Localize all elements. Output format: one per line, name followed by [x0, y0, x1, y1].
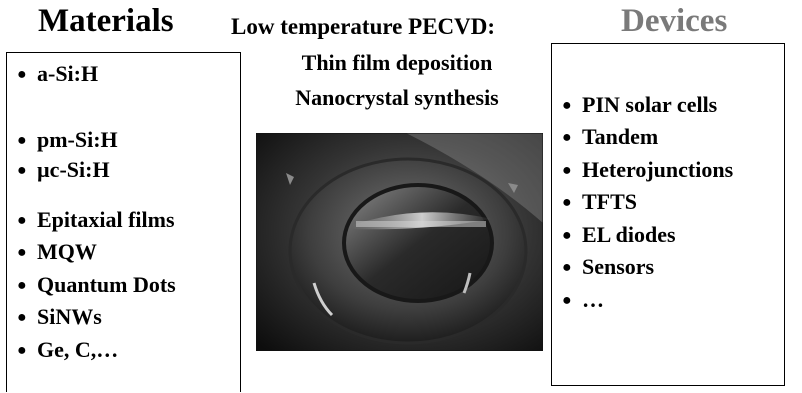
list-item: ● a-Si:H	[17, 60, 98, 89]
materials-box: ● a-Si:H ● pm-Si:H ● µc-Si:H ● Epitaxial fil…	[6, 52, 241, 392]
list-item: ● Epitaxial films	[17, 206, 175, 235]
bullet-icon: ●	[562, 259, 572, 276]
bullet-icon: ●	[17, 309, 27, 326]
bullet-icon: ●	[562, 227, 572, 244]
bullet-icon: ●	[562, 97, 572, 114]
list-item: ● MQW	[17, 238, 97, 267]
nanocrystal-synthesis-label: Nanocrystal synthesis	[295, 85, 499, 110]
pecvd-reactor-photo	[256, 133, 543, 351]
devices-box: ● PIN solar cells ● Tandem ● Heterojunction…	[551, 43, 785, 386]
pecvd-heading: Low temperature PECVD:	[231, 14, 496, 39]
bullet-icon: ●	[562, 194, 572, 211]
devices-heading: Devices	[621, 3, 728, 39]
bullet-icon: ●	[17, 212, 27, 229]
bullet-icon: ●	[17, 66, 27, 83]
list-item: ● pm-Si:H	[17, 126, 118, 155]
list-item: ● Tandem	[562, 123, 658, 152]
bullet-icon: ●	[17, 244, 27, 261]
bullet-icon: ●	[17, 277, 27, 294]
bullet-icon: ●	[562, 162, 572, 179]
list-item: ● SiNWs	[17, 303, 102, 332]
bullet-icon: ●	[17, 342, 27, 359]
list-item: ●…	[562, 286, 604, 315]
bullet-icon: ●	[562, 292, 572, 309]
bullet-icon: ●	[562, 129, 572, 146]
bullet-icon: ●	[17, 162, 27, 179]
list-item: ● TFTS	[562, 188, 637, 217]
materials-heading: Materials	[38, 3, 174, 39]
list-item: ● EL diodes	[562, 221, 676, 250]
list-item: ● Sensors	[562, 253, 654, 282]
list-item: ● Quantum Dots	[17, 271, 176, 300]
thin-film-deposition-label: Thin film deposition	[301, 50, 493, 75]
list-item: ● Ge, C,…	[17, 336, 118, 365]
list-item: ● PIN solar cells	[562, 91, 717, 120]
list-item: ● Heterojunctions	[562, 156, 733, 185]
bullet-icon: ●	[17, 132, 27, 149]
list-item: ● µc-Si:H	[17, 156, 110, 185]
